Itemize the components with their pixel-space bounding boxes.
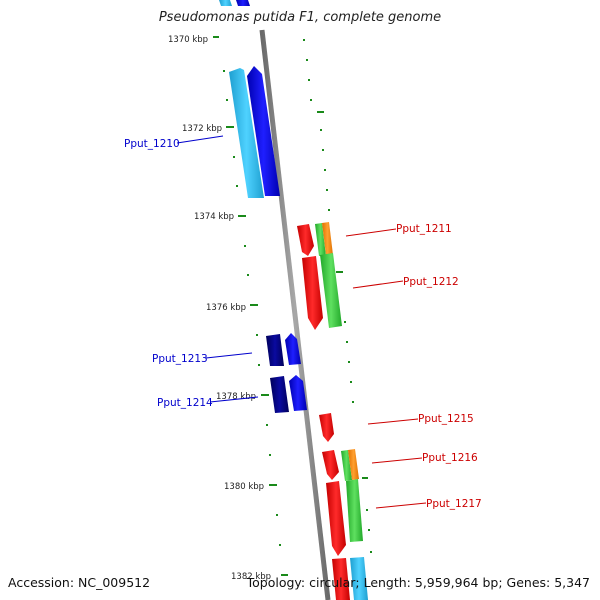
- gene-pput-1216[interactable]: [322, 449, 359, 481]
- gene-cds-arrow[interactable]: [285, 333, 301, 365]
- kbp-label: 1374 kbp: [194, 212, 234, 222]
- gene-label-pput-1216[interactable]: Pput_1216: [422, 452, 478, 464]
- left-tick-track: [213, 36, 288, 576]
- gene-feature-partial[interactable]: [219, 0, 232, 6]
- gene-cds-arrow[interactable]: [247, 66, 280, 196]
- kbp-label: 1382 kbp: [231, 572, 271, 582]
- label-leaders: [176, 135, 427, 509]
- gene-cds-arrow[interactable]: [289, 375, 307, 411]
- kbp-label: 1376 kbp: [206, 303, 246, 313]
- gene-feature-track[interactable]: [266, 334, 284, 366]
- gene-feature-track[interactable]: [270, 376, 289, 413]
- gene-pput-1213[interactable]: [266, 333, 301, 366]
- gene-label-pput-1215[interactable]: Pput_1215: [418, 413, 474, 425]
- gene-label-pput-1211[interactable]: Pput_1211: [396, 223, 452, 235]
- genome-summary-text: Topology: circular; Length: 5,959,964 bp…: [246, 575, 590, 590]
- gene-rna-feature[interactable]: [348, 449, 359, 480]
- gene-label-pput-1212[interactable]: Pput_1212: [403, 276, 459, 288]
- gene-cds-arrow[interactable]: [341, 450, 352, 481]
- gene-label-pput-1217[interactable]: Pput_1217: [426, 498, 482, 510]
- gene-feature-partial[interactable]: [350, 557, 368, 600]
- gene-label-pput-1214[interactable]: Pput_1214: [157, 397, 213, 409]
- gene-feature-track[interactable]: [302, 256, 323, 330]
- right-tick-track: [303, 39, 372, 553]
- gene-label-pput-1213[interactable]: Pput_1213: [152, 353, 208, 365]
- gene-pput-1214[interactable]: [270, 375, 307, 413]
- gene-feature-track[interactable]: [322, 450, 339, 480]
- accession-text: Accession: NC_009512: [8, 575, 151, 590]
- gene-feature-partial[interactable]: [236, 0, 250, 6]
- gene-label-pput-1210[interactable]: Pput_1210: [124, 138, 180, 150]
- gene-feature-track[interactable]: [297, 224, 314, 256]
- kbp-label: 1378 kbp: [216, 392, 256, 402]
- gene-cds-arrow[interactable]: [320, 253, 342, 328]
- gene-feature-track[interactable]: [229, 68, 264, 198]
- gene-rna-feature[interactable]: [322, 222, 333, 255]
- gene-feature-track[interactable]: [326, 481, 346, 556]
- gene-pput-1211[interactable]: [297, 222, 333, 256]
- kbp-label: 1370 kbp: [168, 35, 208, 45]
- kbp-label: 1380 kbp: [224, 482, 264, 492]
- gene-pput-1210[interactable]: [229, 66, 280, 198]
- map-title: Pseudomonas putida F1, complete genome: [158, 10, 442, 25]
- gene-feature-partial[interactable]: [332, 558, 350, 600]
- gene-pput-1215[interactable]: [319, 413, 334, 442]
- genome-backbone: [259, 29, 331, 600]
- kbp-label: 1372 kbp: [182, 124, 222, 134]
- gene-cds-arrow[interactable]: [346, 479, 363, 542]
- gene-pput-1212[interactable]: [302, 253, 342, 330]
- gene-cds-arrow[interactable]: [315, 223, 326, 256]
- gene-feature-track[interactable]: [319, 413, 334, 442]
- gene-pput-1217[interactable]: [326, 479, 363, 556]
